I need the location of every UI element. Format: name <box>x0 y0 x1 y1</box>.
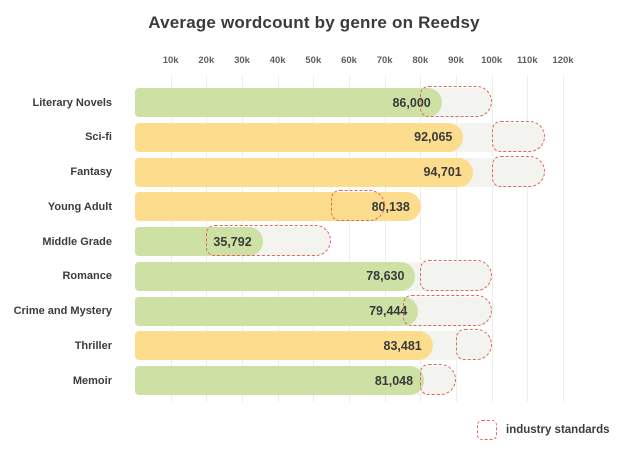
value-label: 35,792 <box>213 234 252 249</box>
chart-row: Sci-fi 92,065 <box>0 120 628 155</box>
bar: 83,481 <box>135 331 433 361</box>
bar: 78,630 <box>135 261 416 291</box>
industry-standard-range <box>491 120 546 152</box>
value-label: 92,065 <box>414 130 453 145</box>
value-label: 94,701 <box>423 165 462 179</box>
x-tick-label: 100k <box>481 55 503 66</box>
value-label: 78,630 <box>366 269 405 284</box>
value-label: 81,048 <box>374 373 414 388</box>
chart-row: Literary Novels 86,000 <box>0 85 628 120</box>
legend-label: industry standards <box>506 424 610 436</box>
x-tick-label: 110k <box>517 55 538 66</box>
bar: 86,000 <box>135 88 442 117</box>
chart-row: Fantasy 94,701 <box>0 155 628 190</box>
industry-standard-range <box>331 190 385 222</box>
chart-row: Young Adult 80,138 <box>0 189 628 224</box>
genre-label: Literary Novels <box>32 96 112 109</box>
industry-standard-range <box>456 329 492 361</box>
genre-label: Sci-fi <box>85 131 112 144</box>
gridline <box>384 76 386 402</box>
gridline <box>563 76 564 402</box>
value-label: 79,444 <box>369 304 408 318</box>
chart-row: Middle Grade 35,792 <box>0 224 628 259</box>
industry-standard-range <box>491 155 546 187</box>
genre-label: Young Adult <box>47 200 112 213</box>
genre-label: Thriller <box>74 339 112 352</box>
genre-label: Romance <box>62 270 112 283</box>
chart-row: Romance 78,630 <box>0 259 628 294</box>
industry-standard-range <box>420 86 492 117</box>
gridline <box>420 76 422 402</box>
industry-standard-range <box>420 364 456 395</box>
bar: 92,065 <box>135 122 464 152</box>
x-tick-label: 20k <box>198 55 215 66</box>
x-tick-label: 90k <box>448 55 464 66</box>
x-tick-label: 70k <box>376 55 393 66</box>
x-tick-label: 80k <box>412 55 429 66</box>
bar: 79,444 <box>135 296 419 326</box>
bar: 81,048 <box>135 366 425 395</box>
industry-standard-range <box>402 294 492 326</box>
industry-standards-swatch <box>477 420 497 440</box>
genre-label: Middle Grade <box>42 235 112 248</box>
bar: 94,701 <box>135 157 473 187</box>
chart-row: Thriller 83,481 <box>0 328 628 363</box>
x-tick-label: 30k <box>234 55 250 66</box>
gridline <box>491 76 493 402</box>
gridline <box>349 76 350 402</box>
genre-label: Crime and Mystery <box>13 305 112 317</box>
x-tick-label: 40k <box>269 55 286 66</box>
chart-row: Crime and Mystery 79,444 <box>0 294 628 329</box>
chart-row: Memoir 81,048 <box>0 363 628 398</box>
value-label: 83,481 <box>383 338 422 353</box>
x-tick-label: 10k <box>162 55 179 66</box>
bar: 35,792 <box>135 227 263 256</box>
chart-title: Average wordcount by genre on Reedsy <box>148 13 480 32</box>
genre-label: Memoir <box>72 374 112 387</box>
industry-standard-range <box>206 225 332 256</box>
x-tick-label: 120k <box>552 55 574 66</box>
x-tick-label: 60k <box>341 55 357 66</box>
x-tick-label: 50k <box>305 55 322 66</box>
gridline <box>527 76 529 402</box>
legend: industry standards <box>477 420 610 440</box>
genre-label: Fantasy <box>70 166 112 178</box>
industry-standard-range <box>420 259 492 291</box>
gridline <box>456 76 457 402</box>
